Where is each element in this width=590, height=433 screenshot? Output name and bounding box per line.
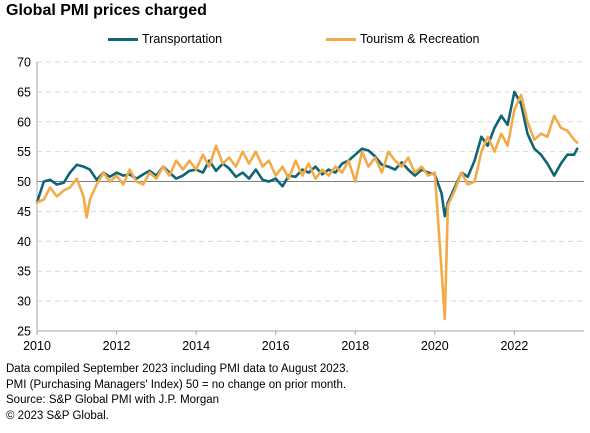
y-tick-label: 70: [17, 56, 31, 70]
legend-label-tourism: Tourism & Recreation: [360, 32, 480, 46]
x-tick-label: 2022: [500, 339, 528, 353]
note-source: Source: S&P Global PMI with J.P. Morgan: [6, 394, 220, 406]
series-line-tourism-recreation: [35, 93, 579, 321]
y-tick-label: 40: [17, 235, 31, 249]
chart-title: Global PMI prices charged: [6, 2, 207, 19]
legend-item-tourism: Tourism & Recreation: [326, 32, 480, 46]
y-tick-label: 35: [17, 265, 31, 279]
legend-swatch-transportation: [108, 37, 138, 41]
line-chart: 25 30 35 40 45 50 55 60 65 70 2010 2012 2014 2016 2018…: [17, 56, 584, 353]
x-tick-label: 2020: [421, 339, 449, 353]
y-tick-label: 60: [17, 115, 31, 129]
x-tick-label: 2014: [182, 339, 210, 353]
legend: Transportation Tourism & Recreation: [0, 32, 590, 50]
legend-label-transportation: Transportation: [142, 32, 223, 46]
note-data-compiled: Data compiled September 2023 including P…: [6, 363, 349, 375]
legend-item-transportation: Transportation: [108, 32, 222, 46]
legend-swatch-tourism: [326, 37, 356, 41]
y-tick-label: 30: [17, 295, 31, 309]
x-tick-label: 2012: [103, 339, 131, 353]
y-tick-label: 55: [17, 145, 31, 159]
x-tick-label: 2018: [341, 339, 369, 353]
note-pmi-definition: PMI (Purchasing Managers' Index) 50 = no…: [6, 378, 347, 391]
y-tick-label: 25: [17, 325, 31, 339]
y-tick-label: 65: [17, 85, 31, 99]
x-tick-label: 2016: [262, 339, 290, 353]
y-tick-label: 45: [17, 205, 31, 219]
note-copyright: © 2023 S&P Global.: [6, 409, 109, 422]
series-line-transportation: [35, 90, 579, 218]
y-tick-label: 50: [17, 175, 31, 189]
x-tick-label: 2010: [23, 339, 51, 353]
chart-notes: Data compiled September 2023 including P…: [6, 362, 349, 424]
